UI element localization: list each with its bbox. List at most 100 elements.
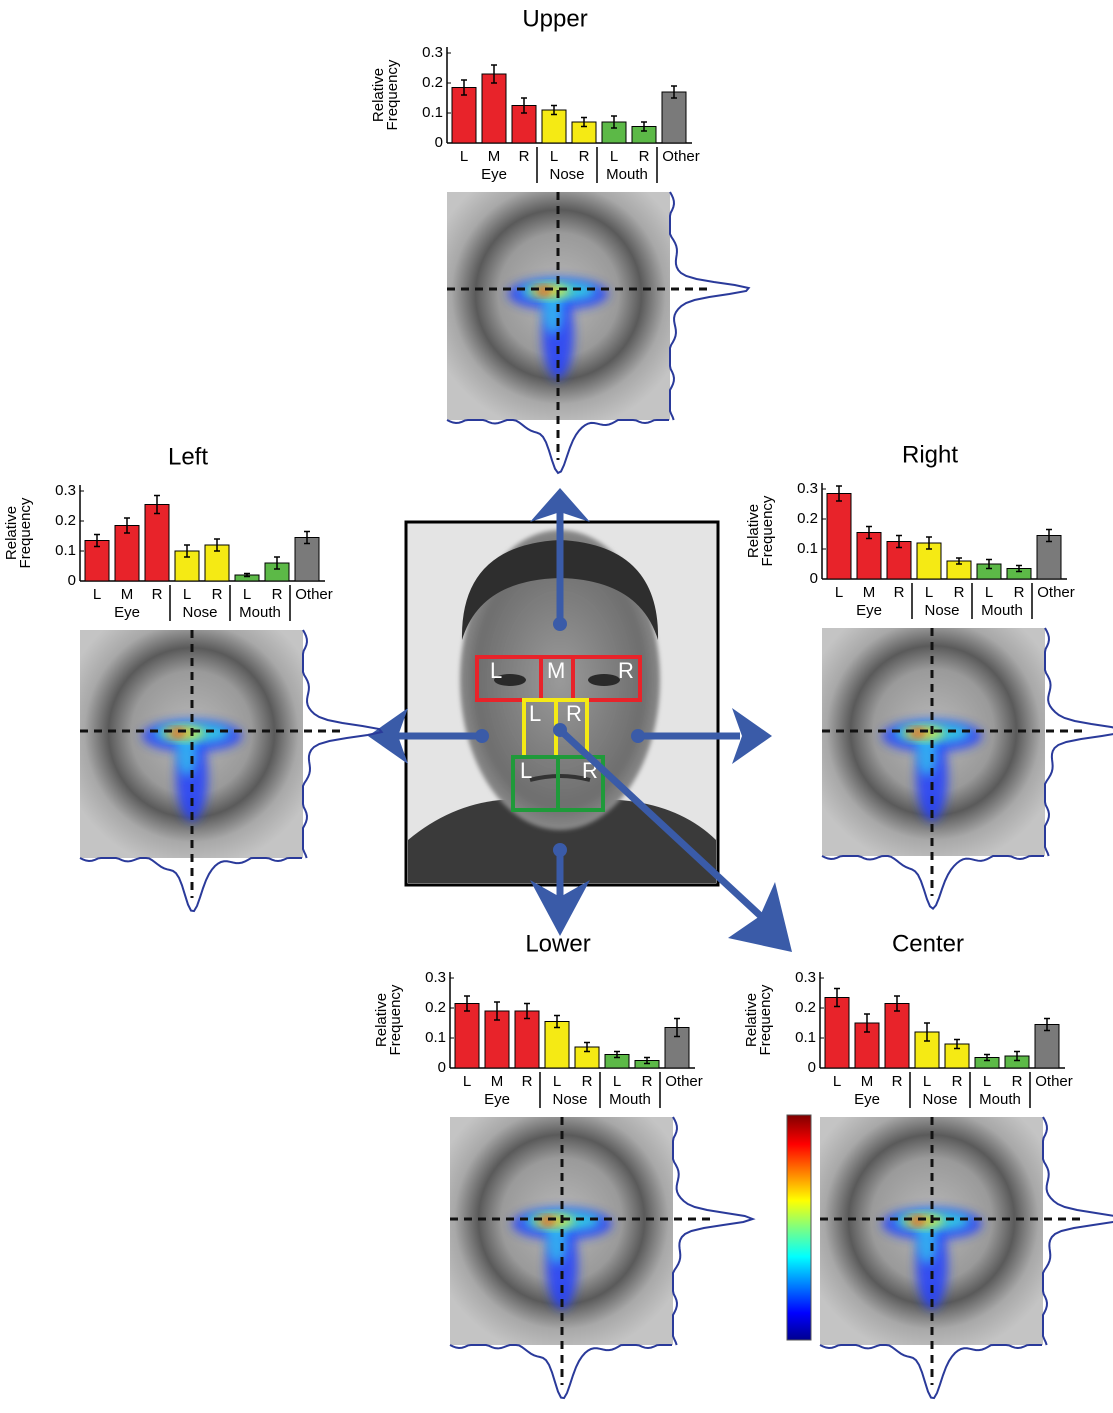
x-tick-label: R (1012, 1073, 1023, 1090)
group-label: Nose (922, 1091, 957, 1108)
x-tick-label: L (550, 148, 558, 165)
y-axis-label: Frequency (387, 984, 404, 1055)
error-bar (614, 1050, 620, 1059)
marginal-curve (449, 1344, 672, 1400)
heatmap (819, 1116, 1113, 1400)
error-bar (184, 544, 190, 558)
error-bar (494, 1001, 500, 1021)
x-tick-label: L (983, 1073, 991, 1090)
x-tick-label: L (833, 1073, 841, 1090)
error-bar (984, 1053, 990, 1062)
y-tick-label: 0.3 (422, 44, 443, 61)
x-tick-label: L (985, 584, 993, 601)
y-tick-label: 0.1 (795, 1029, 816, 1046)
bar (1036, 535, 1062, 580)
group-label: Eye (484, 1091, 510, 1108)
marginal-curve (821, 855, 1044, 910)
heatmap (449, 1116, 756, 1400)
bar (856, 532, 882, 580)
y-axis-label: Relative (743, 993, 760, 1047)
group-label: Nose (924, 602, 959, 619)
region-label: L (490, 658, 502, 683)
bar (544, 1021, 570, 1069)
x-tick-label: L (553, 1073, 561, 1090)
x-tick-label: L (93, 586, 101, 603)
error-bar (924, 1022, 930, 1042)
chart-title: Right (902, 441, 958, 468)
bar (824, 997, 850, 1069)
x-tick-label: R (639, 148, 650, 165)
y-axis-label: Relative (3, 506, 20, 560)
x-tick-label: R (952, 1073, 963, 1090)
chart-title: Center (892, 930, 964, 957)
bar (481, 73, 507, 144)
y-tick-label: 0.3 (797, 480, 818, 497)
y-tick-label: 0 (68, 572, 76, 589)
y-axis-label: Frequency (759, 495, 776, 566)
error-bar (581, 116, 587, 128)
region-label: L (520, 758, 532, 783)
error-bar (864, 1013, 870, 1033)
x-tick-label: R (152, 586, 163, 603)
error-bar (986, 558, 992, 570)
x-tick-label: R (272, 586, 283, 603)
y-tick-label: 0.1 (422, 104, 443, 121)
x-tick-label: R (519, 148, 530, 165)
error-bar (154, 494, 160, 515)
y-tick-label: 0 (435, 134, 443, 151)
region-label: R (618, 658, 634, 683)
bar (144, 504, 170, 582)
y-tick-label: 0.2 (55, 512, 76, 529)
x-tick-label: R (894, 584, 905, 601)
error-bar (124, 517, 130, 534)
error-bar (491, 64, 497, 84)
error-bar (244, 572, 250, 578)
x-tick-label: L (243, 586, 251, 603)
bar (541, 109, 567, 144)
bar (826, 493, 852, 580)
x-tick-label: L (613, 1073, 621, 1090)
group-label: Nose (552, 1091, 587, 1108)
x-tick-label: Other (665, 1073, 703, 1090)
error-bar (611, 115, 617, 129)
colorbar (786, 1114, 812, 1341)
group-label: Nose (549, 166, 584, 183)
x-tick-label: R (1014, 584, 1025, 601)
x-tick-label: M (861, 1073, 874, 1090)
error-bar (584, 1041, 590, 1053)
bar (514, 1010, 540, 1069)
marginal-curve (79, 857, 302, 913)
error-bar (896, 534, 902, 549)
x-tick-label: Other (1037, 584, 1075, 601)
marginal-curve (446, 419, 669, 475)
error-bar (894, 995, 900, 1012)
y-tick-label: 0.2 (425, 999, 446, 1016)
x-tick-label: Other (1035, 1073, 1073, 1090)
bar (294, 537, 320, 582)
bar (451, 87, 477, 144)
error-bar (554, 1014, 560, 1029)
marginal-curve (302, 629, 384, 859)
y-tick-label: 0.3 (55, 482, 76, 499)
bar (454, 1003, 480, 1069)
error-bar (956, 557, 962, 565)
y-axis-label: Relative (370, 68, 387, 122)
bar (884, 1003, 910, 1069)
group-label: Mouth (239, 604, 281, 621)
error-bar (954, 1038, 960, 1050)
chart-title: Left (168, 443, 208, 470)
group-label: Eye (856, 602, 882, 619)
heatmap (79, 629, 384, 913)
error-bar (274, 556, 280, 570)
error-bar (1044, 1017, 1050, 1032)
region-label: L (529, 701, 541, 726)
x-tick-label: R (892, 1073, 903, 1090)
marginal-curve (669, 191, 751, 421)
error-bar (551, 104, 557, 116)
x-tick-label: R (212, 586, 223, 603)
y-tick-label: 0 (438, 1059, 446, 1076)
y-tick-label: 0.2 (422, 74, 443, 91)
marginal-curve (1042, 1116, 1113, 1346)
region-label: R (566, 701, 582, 726)
